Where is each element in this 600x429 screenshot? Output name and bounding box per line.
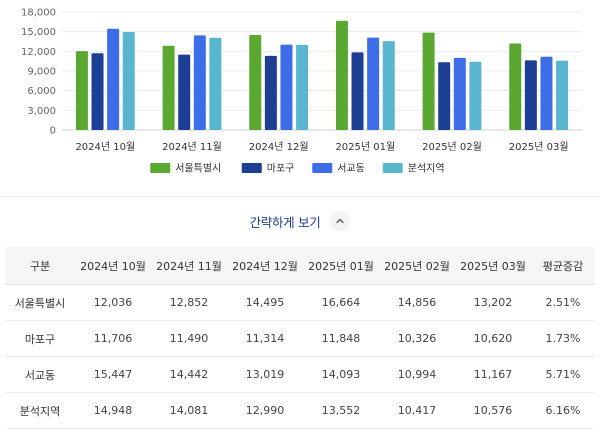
collapse-toggle-label: 간략하게 보기 bbox=[249, 214, 321, 230]
table-cell: 14,093 bbox=[303, 356, 379, 393]
table-cell: 10,620 bbox=[455, 320, 531, 357]
table-cell: 11,490 bbox=[151, 320, 227, 357]
x-tick-label: 2024년 12월 bbox=[249, 141, 309, 153]
y-tick-label: 12,000 bbox=[21, 47, 56, 58]
table-cell: 12,852 bbox=[151, 284, 227, 321]
table-row: 서교동 15,447 14,442 13,019 14,093 10,994 1… bbox=[5, 356, 595, 393]
table-cell: 13,552 bbox=[303, 392, 379, 429]
table-cell: 15,447 bbox=[75, 356, 151, 393]
chart-svg: 0 3,000 6,000 9,000 12,000 15,000 18,000 2024년 … bbox=[21, 8, 582, 175]
bar bbox=[296, 44, 309, 130]
table-cell: 12,990 bbox=[227, 392, 303, 429]
legend-swatch bbox=[241, 163, 262, 173]
bar bbox=[249, 34, 262, 131]
table-cell: 13,019 bbox=[227, 356, 303, 393]
table-row-label: 서울특별시 bbox=[5, 284, 75, 321]
table-cell: 16,664 bbox=[303, 284, 379, 321]
bar bbox=[438, 62, 451, 130]
table-cell: 1.73% bbox=[531, 320, 595, 357]
legend-label: 마포구 bbox=[267, 163, 295, 175]
legend-swatch bbox=[382, 163, 403, 173]
table-header-row: 구분 2024년 10월 2024년 11월 2024년 12월 2025년 0… bbox=[5, 247, 595, 285]
x-tick-label: 2025년 01월 bbox=[335, 141, 395, 153]
bar bbox=[264, 55, 277, 130]
x-tick-label: 2024년 10월 bbox=[75, 141, 135, 153]
bar bbox=[422, 32, 435, 130]
bar bbox=[178, 54, 191, 130]
y-tick-label: 15,000 bbox=[21, 27, 56, 38]
bar bbox=[209, 37, 222, 130]
table-cell: 6.16% bbox=[531, 392, 595, 429]
bar bbox=[122, 32, 135, 131]
table-cell: 14,948 bbox=[75, 392, 151, 429]
legend-swatch bbox=[150, 163, 171, 173]
x-tick-label: 2025년 02월 bbox=[422, 141, 482, 153]
bar bbox=[453, 57, 466, 130]
table-cell: 14,856 bbox=[379, 284, 455, 321]
bar bbox=[382, 41, 395, 130]
bar bbox=[193, 35, 206, 131]
table-row: 마포구 11,706 11,490 11,314 11,848 10,326 1… bbox=[5, 320, 595, 357]
y-tick-label: 6,000 bbox=[27, 86, 56, 97]
bar bbox=[91, 53, 104, 130]
bar bbox=[351, 52, 364, 131]
table-cell: 12,036 bbox=[75, 284, 151, 321]
table-header-cell: 2025년 02월 bbox=[379, 247, 455, 285]
table-cell: 11,706 bbox=[75, 320, 151, 357]
legend-label: 서울특별시 bbox=[175, 163, 221, 175]
table-cell: 13,202 bbox=[455, 284, 531, 321]
table-cell: 2.51% bbox=[531, 284, 595, 321]
table-cell: 10,417 bbox=[379, 392, 455, 429]
table-header-cell: 2024년 12월 bbox=[227, 247, 303, 285]
legend-label: 서교동 bbox=[337, 163, 365, 175]
data-table: 구분 2024년 10월 2024년 11월 2024년 12월 2025년 0… bbox=[5, 247, 595, 429]
table-cell: 14,081 bbox=[151, 392, 227, 429]
bar bbox=[162, 45, 175, 130]
y-tick-label: 9,000 bbox=[27, 67, 56, 78]
bar bbox=[469, 61, 482, 130]
table-header-cell: 2024년 11월 bbox=[151, 247, 227, 285]
table-cell: 10,576 bbox=[455, 392, 531, 429]
bar bbox=[75, 51, 88, 130]
bar bbox=[556, 60, 569, 131]
bar bbox=[524, 60, 537, 130]
table-cell: 11,167 bbox=[455, 356, 531, 393]
table-row: 서울특별시 12,036 12,852 14,495 16,664 14,856… bbox=[5, 284, 595, 321]
y-tick-label: 3,000 bbox=[27, 106, 56, 117]
legend-label: 분석지역 bbox=[408, 163, 445, 175]
table-cell: 14,495 bbox=[227, 284, 303, 321]
table-header-cell: 평균증감 bbox=[531, 247, 595, 285]
table-header-cell: 2024년 10월 bbox=[75, 247, 151, 285]
bar bbox=[509, 43, 522, 131]
table-row-label: 서교동 bbox=[5, 356, 75, 393]
table-header-cell: 2025년 01월 bbox=[303, 247, 379, 285]
bar bbox=[367, 37, 380, 130]
table-cell: 14,442 bbox=[151, 356, 227, 393]
x-tick-label: 2025년 03월 bbox=[509, 141, 569, 153]
collapse-toggle[interactable]: 간략하게 보기 bbox=[0, 208, 600, 234]
bar-chart: 0 3,000 6,000 9,000 12,000 15,000 18,000 2024년 … bbox=[0, 0, 600, 185]
y-tick-label: 0 bbox=[50, 126, 56, 137]
table-row-label: 마포구 bbox=[5, 320, 75, 357]
table-cell: 11,314 bbox=[227, 320, 303, 357]
y-tick-label: 18,000 bbox=[21, 8, 56, 19]
table-row-label: 분석지역 bbox=[5, 392, 75, 429]
table-cell: 11,848 bbox=[303, 320, 379, 357]
legend-swatch bbox=[312, 163, 333, 173]
chevron-up-icon[interactable] bbox=[330, 211, 351, 231]
table-cell: 10,326 bbox=[379, 320, 455, 357]
table-header-cell: 2025년 03월 bbox=[455, 247, 531, 285]
table-header-cell: 구분 bbox=[5, 247, 75, 285]
table-row: 분석지역 14,948 14,081 12,990 13,552 10,417 … bbox=[5, 392, 595, 429]
table-cell: 5.71% bbox=[531, 356, 595, 393]
bar bbox=[280, 44, 293, 130]
bar bbox=[540, 56, 553, 130]
bar bbox=[335, 20, 348, 130]
table-cell: 10,994 bbox=[379, 356, 455, 393]
x-tick-label: 2024년 11월 bbox=[162, 141, 222, 153]
section-divider bbox=[0, 196, 600, 197]
bar bbox=[107, 28, 120, 130]
